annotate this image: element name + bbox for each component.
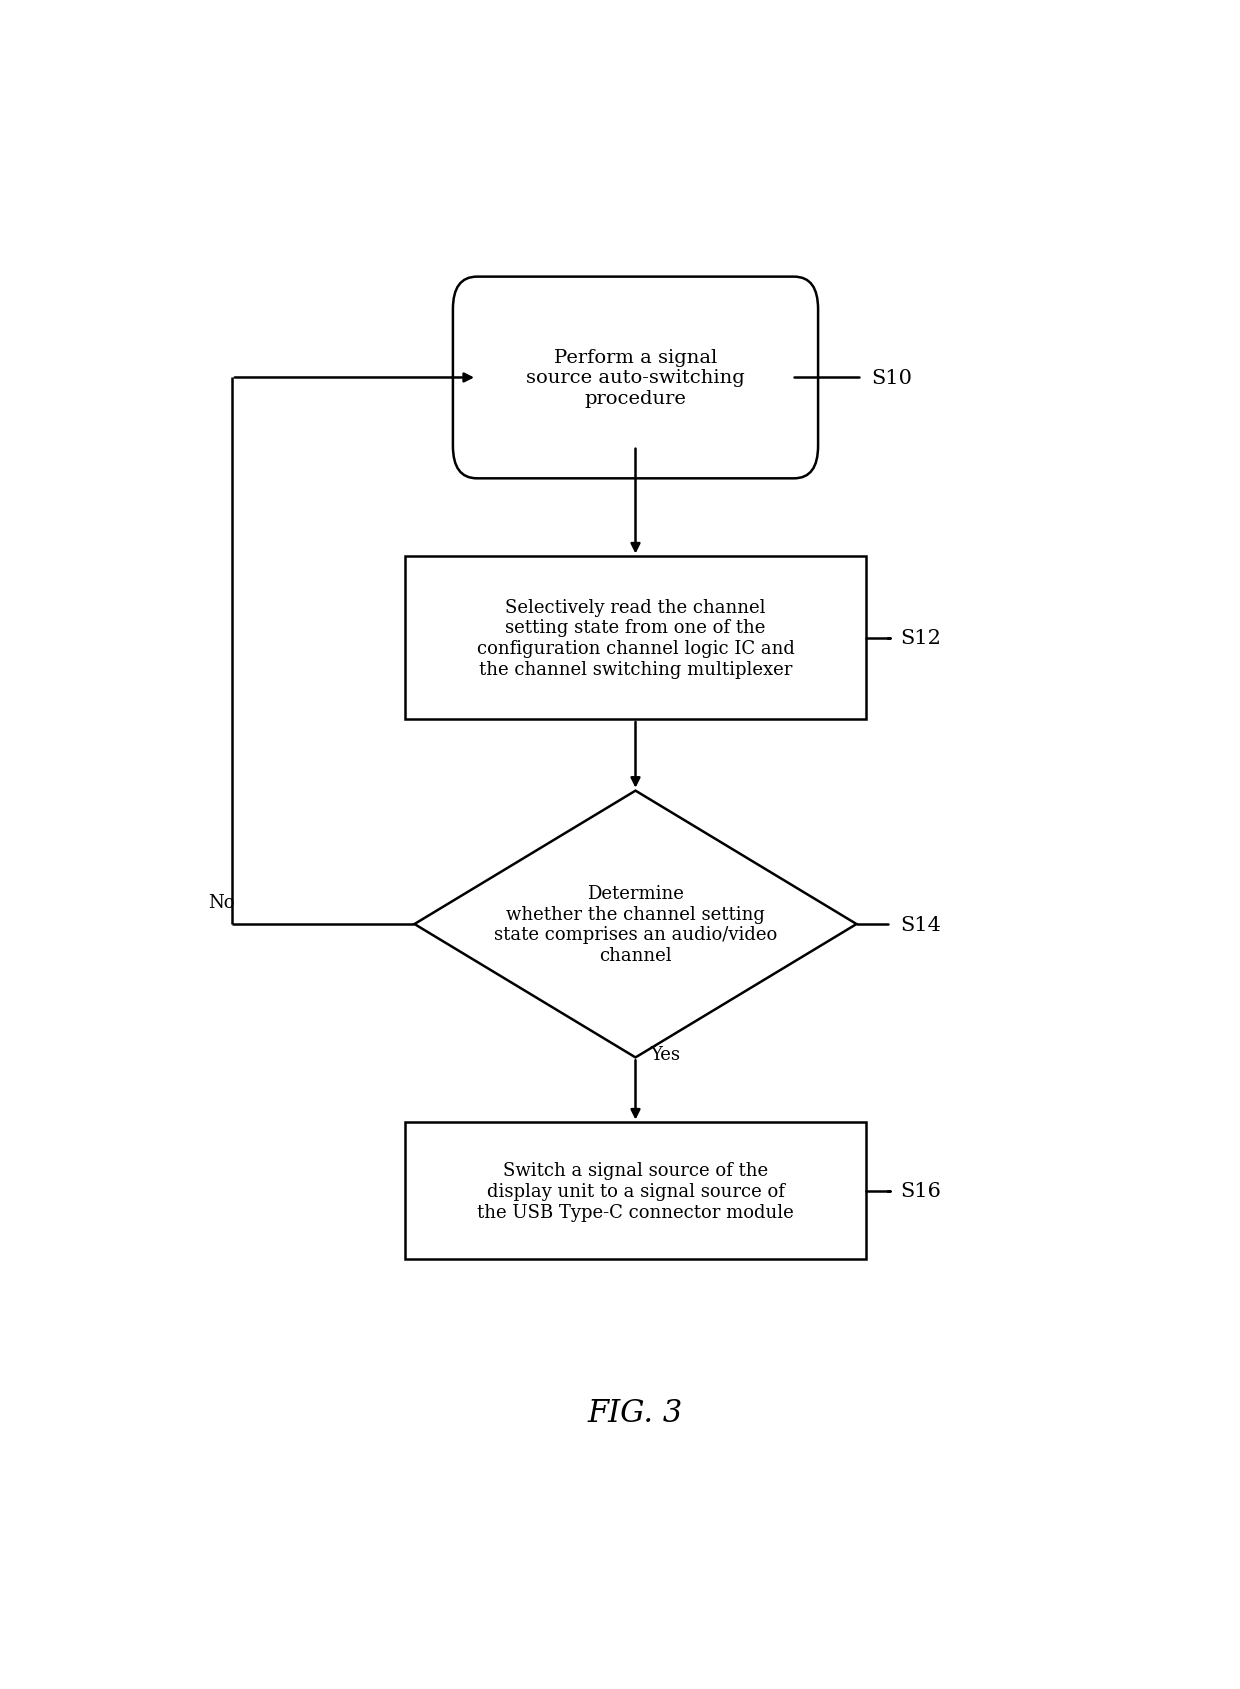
- Text: S12: S12: [900, 628, 941, 649]
- Bar: [404, 557, 866, 720]
- Text: Switch a signal source of the
display unit to a signal source of
the USB Type-C : Switch a signal source of the display un…: [477, 1162, 794, 1221]
- Polygon shape: [414, 790, 857, 1057]
- Text: No: No: [208, 893, 234, 912]
- Text: S14: S14: [900, 915, 941, 934]
- Text: S10: S10: [870, 368, 911, 388]
- Text: Selectively read the channel
setting state from one of the
configuration channel: Selectively read the channel setting sta…: [476, 598, 795, 679]
- Text: S16: S16: [900, 1182, 941, 1201]
- Bar: [404, 1123, 866, 1260]
- Text: FIG. 3: FIG. 3: [588, 1397, 683, 1427]
- Text: Perform a signal
source auto-switching
procedure: Perform a signal source auto-switching p…: [526, 348, 745, 409]
- Text: Determine
whether the channel setting
state comprises an audio/video
channel: Determine whether the channel setting st…: [494, 885, 777, 964]
- Text: Yes: Yes: [650, 1045, 680, 1064]
- FancyBboxPatch shape: [453, 277, 818, 480]
